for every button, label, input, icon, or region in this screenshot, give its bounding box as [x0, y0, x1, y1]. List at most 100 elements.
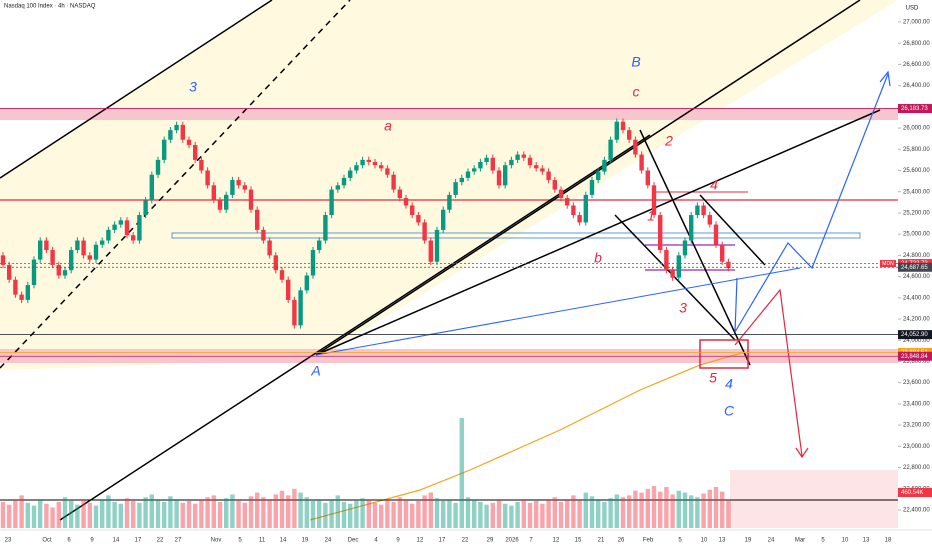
- candle-body: [199, 159, 204, 171]
- candle-body: [81, 240, 86, 256]
- candle-body: [521, 154, 526, 158]
- candle-body: [658, 215, 663, 251]
- candle-body: [341, 177, 347, 186]
- volume-bar: [385, 499, 390, 528]
- x-tick-label: Nov: [211, 538, 222, 544]
- volume-bar: [19, 495, 24, 528]
- x-tick-label: 17: [439, 538, 446, 544]
- candle-body: [310, 250, 316, 276]
- candle-body: [261, 229, 266, 241]
- candle-body: [13, 279, 18, 295]
- volume-bar: [205, 497, 210, 528]
- volume-bar: [428, 492, 433, 528]
- candle-body: [62, 270, 68, 276]
- x-tick-label: 14: [113, 538, 120, 544]
- candle-body: [7, 264, 12, 280]
- volume-bar: [242, 502, 247, 528]
- time-axis: [0, 530, 932, 550]
- candle-body: [397, 189, 402, 199]
- candle-body: [286, 279, 291, 300]
- y-tick-label: 24,800.00: [903, 253, 930, 259]
- chart-title: Nasdaq 100 Index · 4h · NASDAQ: [4, 4, 96, 10]
- y-tick-label: 22,400.00: [903, 508, 930, 514]
- x-tick-label: 12: [553, 538, 560, 544]
- volume-bar: [335, 495, 340, 528]
- volume-bar: [577, 500, 582, 528]
- volume-bar: [410, 503, 415, 528]
- volume-bar: [31, 505, 37, 528]
- candle-body: [447, 194, 452, 210]
- volume-bar: [279, 490, 285, 528]
- y-tick-label: 26,600.00: [903, 62, 930, 68]
- price-tag: [898, 330, 932, 340]
- volume-bar: [620, 497, 626, 528]
- candle-body: [174, 124, 179, 131]
- volume-bar: [236, 500, 241, 528]
- wave-label: 4: [710, 177, 718, 193]
- candle-body: [348, 170, 353, 178]
- candle-body: [149, 174, 154, 201]
- volume-bar: [0, 501, 6, 528]
- y-tick-label: 25,600.00: [903, 168, 930, 174]
- arrow-head: [795, 447, 809, 459]
- price-tag: [898, 351, 932, 361]
- volume-bar: [317, 499, 322, 528]
- x-tick-label: 23: [5, 538, 12, 544]
- trend-line: [315, 267, 801, 356]
- volume-bar: [304, 497, 309, 528]
- volume-bar: [552, 497, 557, 528]
- x-tick-label: 24: [768, 538, 775, 544]
- volume-bar: [589, 496, 595, 528]
- volume-bar: [149, 494, 154, 528]
- candle-body: [385, 168, 390, 175]
- candle-body: [255, 209, 260, 230]
- candle-body: [676, 255, 681, 278]
- volume-bar: [93, 505, 99, 528]
- candle-body: [193, 145, 198, 160]
- x-tick-label: 22: [157, 538, 164, 544]
- candle-body: [416, 215, 421, 223]
- candle-body: [614, 121, 619, 140]
- candle-body: [410, 205, 415, 216]
- candle-body: [335, 185, 340, 190]
- candle-body: [317, 240, 322, 251]
- volume-bar: [168, 496, 173, 528]
- volume-bar: [484, 504, 489, 528]
- candle-body: [155, 159, 161, 175]
- volume-bar: [366, 500, 371, 528]
- volume-bar: [565, 499, 570, 528]
- candle-body: [25, 285, 30, 300]
- volume-bar: [459, 418, 464, 528]
- y-tick-label: 24,600.00: [903, 274, 930, 280]
- x-tick-label: 13: [863, 538, 870, 544]
- volume-bar: [633, 490, 638, 528]
- volume-bar: [503, 503, 508, 528]
- axes: 27,000.0026,800.0026,600.0026,400.0026,2…: [5, 20, 932, 544]
- candle-body: [205, 170, 210, 186]
- candle-body: [701, 205, 706, 216]
- candle-body: [546, 171, 551, 181]
- volume-bar: [56, 501, 61, 528]
- x-tick-label: 4: [374, 538, 378, 544]
- price-tag-label: 26,183.73: [901, 106, 928, 112]
- volume-bar: [490, 502, 495, 528]
- wave-label: 1: [647, 208, 655, 224]
- volume-bar: [267, 500, 272, 528]
- volume-bar: [13, 500, 18, 528]
- y-tick-label: 25,200.00: [903, 210, 930, 216]
- volume-bar: [193, 503, 198, 528]
- volume-bar: [465, 497, 471, 528]
- volume-bar: [25, 502, 30, 528]
- x-tick-label: 5: [678, 538, 682, 544]
- x-tick-label: 19: [302, 538, 309, 544]
- candle-body: [217, 200, 223, 210]
- volume-bar: [143, 497, 148, 528]
- projection-path: [734, 73, 889, 333]
- candle-body: [236, 180, 241, 186]
- volume-bar: [447, 500, 452, 528]
- candle-body: [664, 250, 669, 271]
- volume-bar: [707, 489, 712, 528]
- candle-body: [713, 224, 719, 245]
- candle-body: [143, 200, 148, 216]
